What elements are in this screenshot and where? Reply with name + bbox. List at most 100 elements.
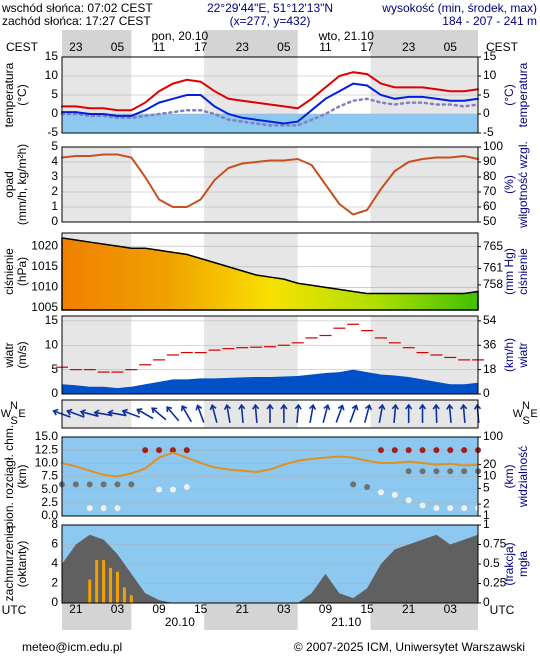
y2-axis-label: (km) (502, 465, 516, 489)
y2-axis-label: widzialność (516, 446, 530, 508)
series-area (62, 369, 478, 394)
cloud-dot (433, 505, 440, 512)
y-tick-label: 10 (45, 337, 59, 351)
y-tick-label: 15 (45, 49, 59, 63)
wind-arrow (335, 404, 345, 423)
series-line (61, 153, 479, 216)
y-tick-label: 10 (45, 68, 59, 82)
wind-arrow (209, 404, 218, 423)
y2-axis-label: (°C) (502, 84, 516, 105)
y-tick-label: 2 (51, 576, 58, 590)
compass-label: E (18, 408, 25, 420)
x-tick-label-bottom: 21 (236, 602, 250, 616)
y2-tick-label: 60 (483, 199, 497, 213)
cloud-dot (100, 505, 107, 512)
tz-bottom-left: UTC (2, 603, 27, 617)
wind-arrow (391, 403, 399, 424)
y2-tick-label: 90 (483, 154, 497, 168)
coords: 22°29'44"E, 51°12'13"N (207, 1, 333, 15)
y-tick-label: 1015 (31, 259, 58, 273)
x-tick-label-top: 11 (319, 40, 332, 54)
y2-tick-label: 5 (483, 87, 490, 101)
wind-arrow (151, 407, 167, 421)
x-tick-label-top: 23 (69, 40, 83, 54)
fog-bar (95, 560, 99, 603)
series-line (60, 97, 480, 127)
series-line (61, 82, 479, 125)
wind-arrow (180, 405, 192, 423)
x-tick-label-bottom: 21 (402, 602, 416, 616)
day-band (297, 603, 371, 630)
cloud-dot (447, 505, 454, 512)
night-band (62, 30, 478, 57)
cloud-dot (169, 447, 176, 454)
panel-frame (61, 399, 479, 429)
x-tick-label-bottom: 09 (319, 602, 333, 616)
tz-bottom-right: UTC (490, 603, 515, 617)
wind-arrow (136, 408, 154, 420)
series-line (61, 451, 479, 478)
cloud-dot (183, 447, 190, 454)
sunset: zachód słońca: 17:27 CEST (2, 14, 151, 28)
y2-tick-label: 2 (483, 496, 490, 510)
x-tick-label-bottom: 15 (360, 602, 374, 616)
y2-tick-label: 0 (483, 386, 490, 400)
y-tick-label: 0 (51, 595, 58, 609)
y-tick-label: 12.5 (35, 442, 59, 456)
y-tick-label: 1 (51, 199, 58, 213)
y2-axis-label: mgła (516, 551, 530, 577)
y2-tick-label: 1 (483, 517, 490, 531)
y-tick-label: 8 (51, 517, 58, 531)
wind-arrow (107, 409, 127, 417)
y-tick-label: 0 (51, 386, 58, 400)
cloud-dot (86, 481, 93, 488)
y-axis-label: pion. rozciągł. chm. (2, 425, 16, 528)
series-area (61, 237, 479, 311)
fog-bar (88, 579, 92, 603)
cloud-dot (114, 481, 121, 488)
cloud-dot (364, 484, 371, 491)
y2-tick-label: 100 (483, 429, 503, 443)
y2-tick-label: 18 (483, 362, 497, 376)
y-tick-label: 5 (51, 139, 58, 153)
x-tick-label-top: 23 (402, 40, 416, 54)
y-axis-label: (mm/h, kg/m²h) (15, 144, 29, 225)
x-tick-label-top: 17 (360, 40, 374, 54)
cloud-dot (377, 489, 384, 496)
wind-arrow (418, 403, 427, 423)
y-axis-label: opad (2, 171, 16, 198)
y-tick-label: 0 (51, 214, 58, 228)
panel-frame (61, 56, 479, 134)
cloud-dot (391, 447, 398, 454)
x-tick-label-top: 05 (444, 40, 458, 54)
series-line (61, 71, 479, 112)
compass-label: W (1, 408, 12, 420)
x-tick-label-top: 17 (194, 40, 208, 54)
x-tick-label-top: 11 (153, 40, 166, 54)
y-axis-label: (hPa) (15, 257, 29, 286)
y2-tick-label: 70 (483, 184, 497, 198)
panel-frame (61, 232, 479, 311)
fog-bar (109, 567, 113, 603)
cloud-dot (419, 468, 426, 475)
y2-axis-label: temperatura (516, 62, 530, 127)
y-tick-label: 5 (51, 87, 58, 101)
night-band (62, 147, 478, 222)
x-tick-label-bottom: 09 (152, 602, 166, 616)
wind-arrow (322, 404, 331, 423)
cloud-dot (128, 481, 135, 488)
footer-copyright: © 2007-2025 ICM, Uniwersytet Warszawski (294, 640, 525, 654)
y-axis-label: temperatura (2, 62, 16, 127)
x-tick-label-top: 05 (111, 40, 125, 54)
y-tick-label: 7.5 (41, 469, 58, 483)
y-tick-label: 15 (45, 313, 59, 327)
y-tick-label: 3 (51, 169, 58, 183)
tz-top-left: CEST (6, 40, 39, 54)
panel-frame (61, 524, 479, 604)
y-axis-label: (oktanty) (15, 541, 29, 588)
x-tick-label-bottom: 03 (277, 602, 291, 616)
wind-arrow (223, 403, 232, 424)
y2-axis-label: wiatr (516, 342, 530, 368)
wind-arrow (432, 403, 440, 424)
x-tick-label-top: 05 (277, 40, 291, 54)
